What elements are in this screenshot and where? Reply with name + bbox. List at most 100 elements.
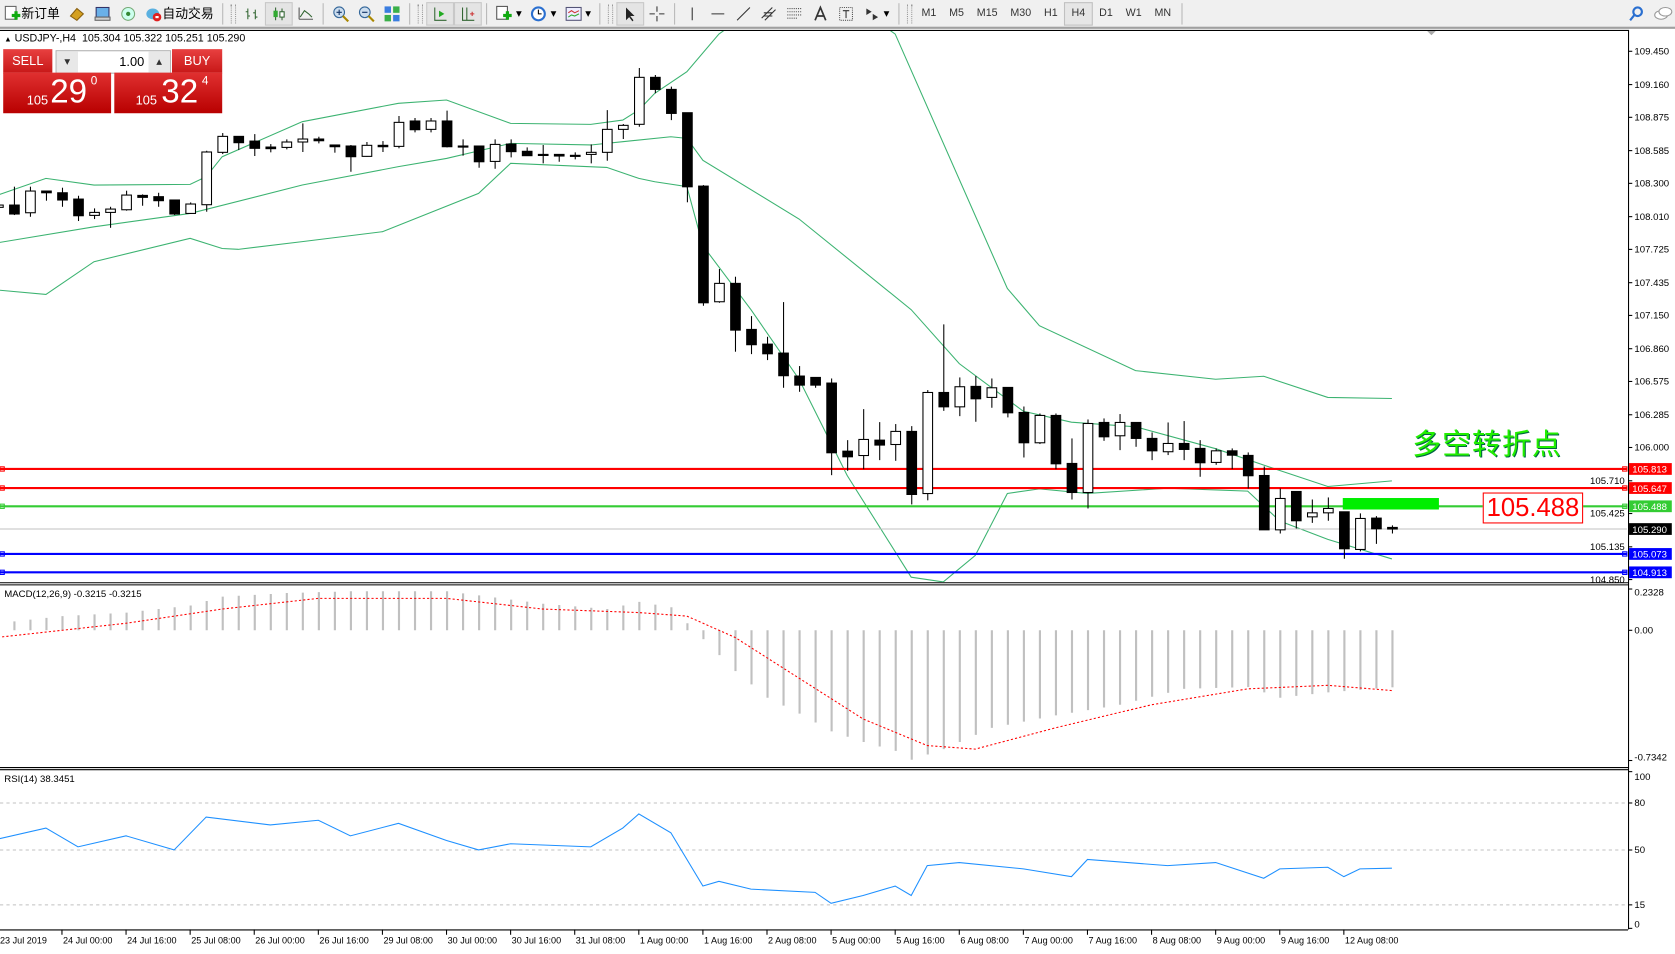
- bear-candle-body: [377, 144, 389, 148]
- text-label-tool[interactable]: [833, 2, 859, 26]
- bull-candle-body: [105, 208, 116, 213]
- time-tick-label: 2 Aug 08:00: [768, 935, 816, 945]
- timeframe-h4[interactable]: H4: [1064, 1, 1093, 26]
- bar-chart-button[interactable]: [239, 2, 265, 26]
- candle: [970, 376, 982, 422]
- candle: [89, 208, 100, 220]
- signals-button[interactable]: [115, 2, 141, 26]
- toolbar-grip[interactable]: [906, 3, 912, 23]
- time-tick-label: 9 Aug 00:00: [1217, 935, 1265, 945]
- sell-button[interactable]: SELL: [3, 49, 53, 74]
- line-price-label-bg: [1629, 500, 1672, 513]
- navigator-button[interactable]: [90, 2, 116, 26]
- auto-trading-button[interactable]: 自动交易: [141, 2, 218, 26]
- buy-price-button[interactable]: 105 32 4: [114, 72, 223, 114]
- line-price-label: 105.073: [1632, 550, 1667, 561]
- vertical-line-tool[interactable]: [680, 2, 706, 26]
- tile-windows-button[interactable]: [379, 2, 405, 26]
- timeframe-w1[interactable]: W1: [1125, 7, 1142, 20]
- bull-candle-body: [361, 144, 373, 157]
- toolbar: 新订单 自动交易 ▼ ▼ ▼: [0, 0, 1675, 29]
- candle: [1162, 422, 1174, 456]
- time-tick-label: 26 Jul 00:00: [255, 935, 304, 945]
- zoom-out-button[interactable]: [354, 2, 380, 26]
- timeframe-m15[interactable]: M15: [976, 7, 998, 20]
- bollinger-middle-line: [0, 136, 1392, 488]
- text-tool[interactable]: [808, 2, 834, 26]
- toolbar-grip[interactable]: [230, 3, 237, 23]
- trendline-tool[interactable]: [731, 2, 757, 26]
- price-label-annotation[interactable]: 105.488: [1482, 492, 1584, 524]
- bull-candle-body: [1323, 507, 1334, 514]
- lot-input[interactable]: 1.00: [119, 54, 145, 70]
- candle: [57, 187, 68, 207]
- lot-decrease-button[interactable]: ▼: [56, 51, 78, 73]
- candle: [361, 142, 373, 157]
- timeframe-m5[interactable]: M5: [949, 7, 964, 20]
- bear-candle-body: [553, 153, 565, 157]
- bear-candle-body: [57, 192, 68, 201]
- candle: [169, 199, 180, 216]
- chat-button[interactable]: [1649, 2, 1675, 26]
- candle: [938, 324, 950, 411]
- time-tick-label: 30 Jul 16:00: [512, 935, 561, 945]
- collapse-arrow-icon[interactable]: ▲: [4, 36, 12, 44]
- chart-shift-button[interactable]: [454, 1, 482, 26]
- candle: [0, 204, 4, 208]
- lot-size-stepper[interactable]: ▼ 1.00 ▲: [55, 50, 171, 74]
- horizontal-line-tool[interactable]: [705, 2, 731, 26]
- timeframe-h1[interactable]: H1: [1044, 7, 1058, 20]
- bid-price-label: 105.290: [1632, 525, 1667, 536]
- chart-shift-icon: [459, 5, 476, 22]
- turning-point-annotation[interactable]: 多空转折点: [1412, 428, 1562, 462]
- sell-price-button[interactable]: 105 29 0: [3, 72, 112, 114]
- time-tick-label: 26 Jul 16:00: [319, 935, 368, 945]
- crosshair-tool[interactable]: [644, 2, 670, 26]
- bear-candle-body: [794, 375, 805, 386]
- candlestick-chart-button[interactable]: [264, 1, 293, 26]
- arrows-tool[interactable]: ▼: [859, 2, 894, 26]
- line-chart-button[interactable]: [293, 2, 319, 26]
- lot-increase-button[interactable]: ▲: [148, 51, 170, 73]
- candle: [1210, 448, 1222, 465]
- timeframe-m30[interactable]: M30: [1010, 7, 1032, 20]
- bear-candle-body: [1371, 517, 1382, 530]
- time-tick-label: 31 Jul 08:00: [576, 935, 625, 945]
- zoom-in-button[interactable]: [328, 2, 354, 26]
- auto-scroll-button[interactable]: [426, 1, 455, 26]
- market-watch-button[interactable]: [64, 2, 90, 26]
- bear-candle-body: [41, 190, 52, 194]
- buy-button[interactable]: BUY: [171, 49, 223, 74]
- bollinger-lower-line: [0, 162, 1393, 583]
- time-tick-label: 9 Aug 16:00: [1281, 935, 1329, 945]
- candle: [617, 123, 629, 140]
- candle: [1066, 438, 1078, 500]
- timeframe-m1[interactable]: M1: [921, 7, 937, 20]
- bear-candle-body: [409, 120, 421, 131]
- fibonacci-icon: [786, 5, 803, 22]
- indicators-button[interactable]: ▼: [491, 2, 526, 26]
- search-button[interactable]: [1624, 2, 1650, 26]
- separator: [322, 2, 324, 25]
- line-price-label: 105.813: [1632, 465, 1667, 476]
- timeframe-mn[interactable]: MN: [1154, 7, 1172, 20]
- templates-button[interactable]: ▼: [561, 2, 596, 26]
- equidistant-channel-tool[interactable]: [757, 2, 783, 26]
- auto-scroll-icon: [432, 5, 449, 22]
- bull-candle-body: [1162, 442, 1174, 453]
- separator: [409, 2, 411, 25]
- toolbar-grip[interactable]: [417, 3, 424, 23]
- cursor-tool[interactable]: [616, 1, 645, 26]
- toolbar-grip[interactable]: [608, 3, 614, 23]
- bear-candle-body: [826, 382, 837, 454]
- periods-button[interactable]: ▼: [526, 2, 561, 26]
- new-order-button[interactable]: 新订单: [0, 2, 64, 26]
- rsi-label: RSI(14) 38.3451: [4, 774, 75, 785]
- fibonacci-tool[interactable]: [782, 2, 808, 26]
- price-tick-label: 108.875: [1634, 113, 1669, 124]
- candle: [1226, 448, 1238, 470]
- bear-candle-body: [233, 135, 245, 144]
- support-zone: [1342, 498, 1439, 510]
- timeframe-d1[interactable]: D1: [1099, 7, 1113, 20]
